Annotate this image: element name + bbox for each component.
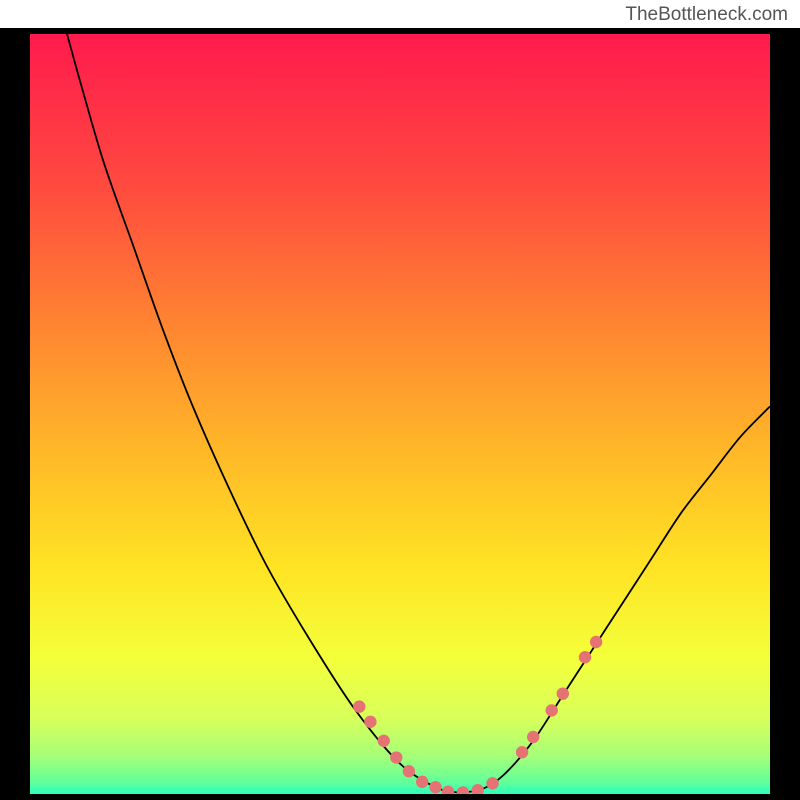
data-marker bbox=[378, 735, 390, 747]
data-marker bbox=[416, 776, 428, 788]
bottleneck-curve-svg bbox=[30, 34, 770, 794]
data-marker bbox=[579, 651, 591, 663]
data-marker bbox=[590, 636, 602, 648]
data-marker bbox=[390, 751, 402, 763]
data-marker bbox=[546, 704, 558, 716]
data-marker bbox=[486, 777, 498, 789]
data-marker bbox=[557, 687, 569, 699]
gradient-background bbox=[30, 34, 770, 794]
chart-frame bbox=[0, 28, 800, 800]
data-marker bbox=[527, 731, 539, 743]
data-marker bbox=[403, 765, 415, 777]
chart-container: TheBottleneck.com bbox=[0, 0, 800, 800]
data-marker bbox=[516, 746, 528, 758]
data-marker bbox=[364, 716, 376, 728]
data-marker bbox=[429, 781, 441, 793]
attribution-text: TheBottleneck.com bbox=[625, 4, 788, 26]
data-marker bbox=[353, 700, 365, 712]
plot-area bbox=[30, 34, 770, 794]
